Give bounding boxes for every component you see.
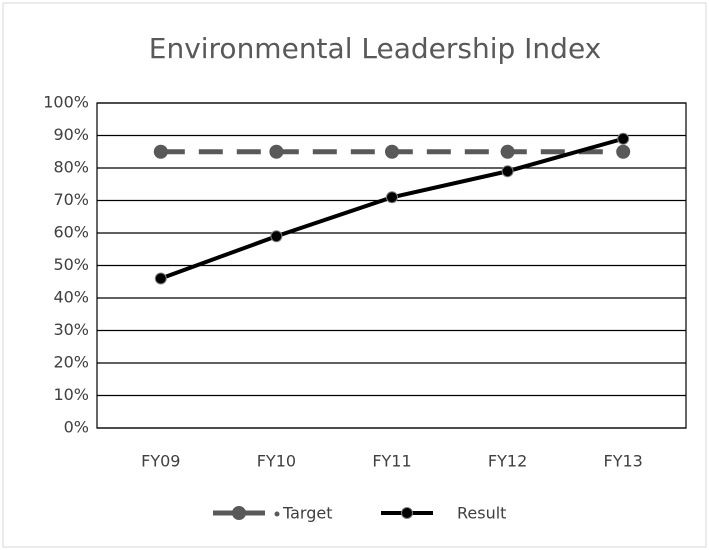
y-tick-label: 70% — [53, 190, 89, 209]
chart-title: Environmental Leadership Index — [149, 32, 602, 65]
data-point — [385, 144, 399, 159]
x-tick-label: FY12 — [488, 452, 527, 471]
y-tick-label: 100% — [43, 93, 89, 112]
data-point — [153, 144, 168, 159]
y-tick-label: 10% — [53, 385, 89, 404]
y-tick-label: 0% — [64, 418, 89, 437]
data-point — [154, 272, 167, 285]
data-point — [270, 230, 283, 243]
legend-label: Target — [282, 504, 333, 523]
data-point — [616, 144, 631, 159]
legend-bullet — [274, 511, 280, 517]
legend-label: Result — [457, 504, 506, 523]
data-point — [500, 144, 515, 159]
data-point — [269, 144, 284, 159]
y-tick-label: 80% — [53, 158, 89, 177]
x-tick-label: FY10 — [257, 452, 296, 471]
data-point — [501, 165, 514, 178]
x-tick-label: FY11 — [372, 452, 411, 471]
y-tick-label: 50% — [53, 255, 89, 274]
legend-marker — [401, 507, 413, 519]
y-tick-label: 30% — [53, 320, 89, 339]
plot-border — [96, 102, 687, 429]
data-point — [617, 132, 630, 145]
y-tick-label: 40% — [53, 288, 89, 307]
legend-marker — [232, 506, 246, 520]
x-tick-label: FY13 — [604, 452, 643, 471]
y-tick-label: 20% — [53, 353, 89, 372]
y-tick-label: 90% — [53, 125, 89, 144]
y-tick-label: 60% — [53, 223, 89, 242]
x-tick-label: FY09 — [141, 452, 180, 471]
data-point — [386, 191, 398, 204]
